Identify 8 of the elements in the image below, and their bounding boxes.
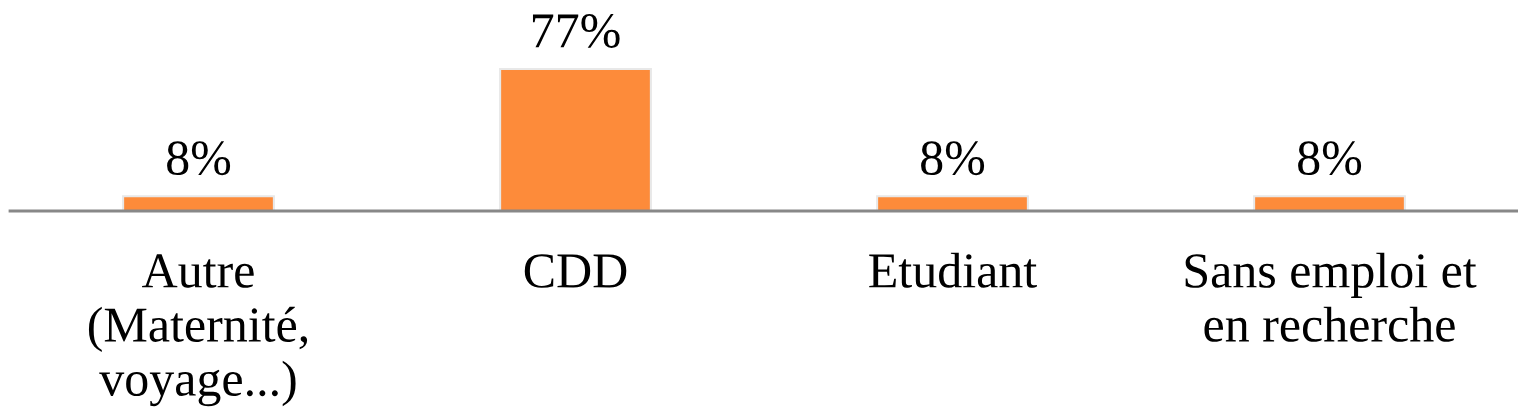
data-label: 8% xyxy=(921,141,985,176)
data-label: 8% xyxy=(167,141,231,176)
x-tick-label: Etudiant xyxy=(869,252,1037,288)
data-label: 8% xyxy=(1298,141,1362,176)
x-tick-label: CDD xyxy=(524,254,627,288)
x-tick-label: Sans emploi et en recherche xyxy=(1185,252,1477,342)
data-label: 77% xyxy=(532,13,620,48)
x-tick-label: Autre (Maternité, voyage...) xyxy=(88,254,308,407)
